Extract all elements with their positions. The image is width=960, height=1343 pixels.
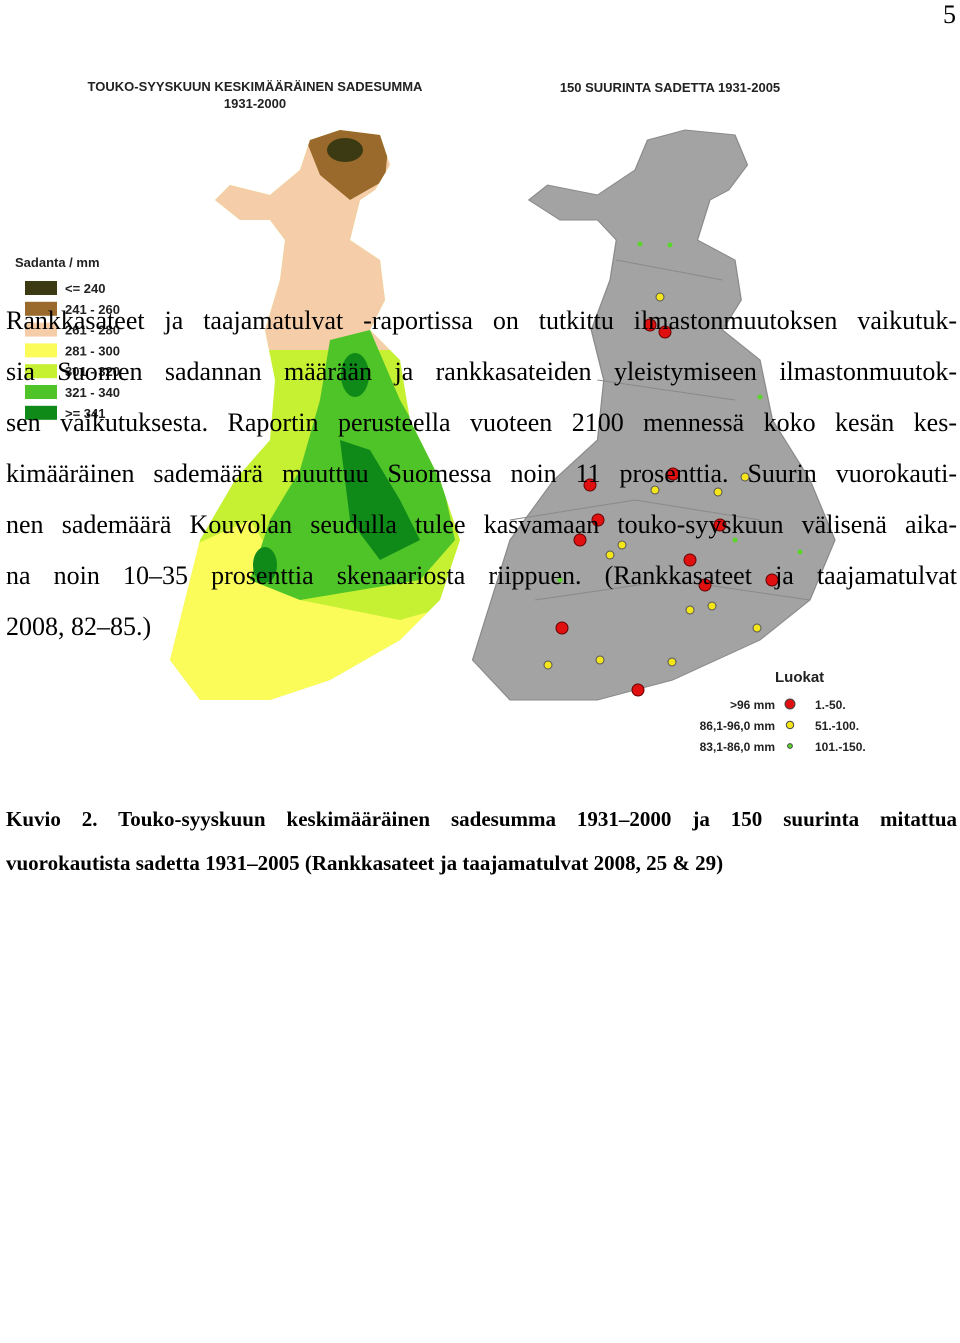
legend-label: 281 - 300: [65, 343, 120, 358]
legend-swatch: [25, 343, 57, 358]
legend-title: Luokat: [775, 669, 824, 686]
figure-caption: Kuvio 2. Touko-syyskuun keskimääräinen s…: [6, 797, 957, 885]
paragraph-line: nen sademäärä Kouvolan seudulla tulee ka…: [6, 510, 957, 539]
legend-range: 83,1-86,0 mm: [700, 740, 775, 754]
right-map-title: 150 SUURINTA SADETTA 1931-2005: [560, 80, 780, 95]
dot: [765, 573, 779, 587]
legend-range: >96 mm: [730, 698, 775, 712]
body-paragraph: Rankkasateet ja taajamatulvat -raportiss…: [6, 295, 957, 652]
event-dots: [543, 241, 803, 697]
caption-line: Kuvio 2. Touko-syyskuun keskimääräinen s…: [6, 797, 957, 841]
legend-label: 241 - 260: [65, 302, 120, 317]
legend-label: 261 - 280: [65, 323, 120, 338]
legend-range: 86,1-96,0 mm: [700, 719, 775, 733]
legend-swatch: [25, 281, 57, 295]
caption-text: Touko-syyskuun keskimääräinen sadesumma …: [118, 807, 958, 831]
caption-line: vuorokautista sadetta 1931–2005 (Rankkas…: [6, 841, 957, 885]
dot: [591, 513, 605, 527]
legend-label: >= 341: [65, 406, 106, 421]
dot: [797, 549, 803, 555]
page-number: 5: [943, 0, 956, 29]
dot: [685, 605, 695, 615]
legend-swatch: [25, 364, 57, 379]
dot: [583, 478, 597, 492]
legend-swatch: [25, 322, 57, 337]
paragraph-line: Rankkasateet ja taajamatulvat -raportiss…: [6, 306, 957, 335]
dot: [713, 518, 727, 532]
dot: [658, 325, 672, 339]
dot: [752, 623, 762, 633]
dot: [713, 487, 723, 497]
legend-dot: [785, 720, 795, 730]
dot: [667, 657, 677, 667]
dot: [655, 292, 665, 302]
legend-dot: [784, 698, 796, 710]
dot: [557, 577, 563, 583]
right-legend: >96 mm 1.-50. 86,1-96,0 mm 51.-100. 83,1-86,…: [700, 698, 866, 754]
paragraph-line: kimääräinen sademäärä muuttuu Suomessa n…: [6, 459, 957, 488]
dot: [543, 660, 553, 670]
left-map-title: 1931-2000: [224, 96, 286, 111]
dot: [573, 533, 587, 547]
dot: [667, 242, 673, 248]
paragraph-line: 2008, 82–85.): [6, 612, 152, 641]
caption-label: Kuvio 2.: [6, 807, 98, 831]
legend-swatch: [25, 405, 57, 420]
paragraph-line: sia Suomen sadannan määrään ja rankkasat…: [6, 357, 957, 386]
dot: [757, 394, 763, 400]
legend-title: Sadanta / mm: [15, 255, 100, 270]
legend-swatch: [25, 301, 57, 316]
dot: [637, 241, 643, 247]
dot: [555, 621, 569, 635]
dot: [666, 467, 680, 481]
dot: [732, 537, 738, 543]
legend-rank: 1.-50.: [815, 698, 846, 712]
dot: [643, 318, 657, 332]
legend-label: <= 240: [65, 281, 106, 296]
legend-rank: 101.-150.: [815, 740, 866, 754]
caption-text: vuorokautista sadetta 1931–2005 (Rankkas…: [6, 851, 724, 875]
dot: [617, 540, 627, 550]
figure-maps: TOUKO-SYYSKUUN KESKIMÄÄRÄINEN SADESUMMA …: [15, 79, 866, 754]
paragraph-line: sen vaikutuksesta. Raportin perusteella …: [6, 408, 957, 437]
legend-dot: [787, 743, 793, 749]
dot: [698, 578, 712, 592]
dot: [707, 601, 717, 611]
legend-rank: 51.-100.: [815, 719, 859, 733]
legend-swatch: [25, 385, 57, 399]
rainfall-events-map: [471, 129, 836, 701]
dot: [683, 553, 697, 567]
left-legend: <= 240 241 - 260 261 - 280 281 - 300 301 - 3…: [25, 281, 120, 421]
paragraph-line: na noin 10–35 prosenttia skenaariosta ri…: [6, 561, 957, 590]
dot: [595, 655, 605, 665]
dot: [650, 485, 660, 495]
dot: [605, 550, 615, 560]
dot: [740, 472, 750, 482]
left-map-title: TOUKO-SYYSKUUN KESKIMÄÄRÄINEN SADESUMMA: [88, 79, 424, 94]
legend-label: 301 - 320: [65, 364, 120, 379]
legend-label: 321 - 340: [65, 385, 120, 400]
dot: [631, 683, 645, 697]
